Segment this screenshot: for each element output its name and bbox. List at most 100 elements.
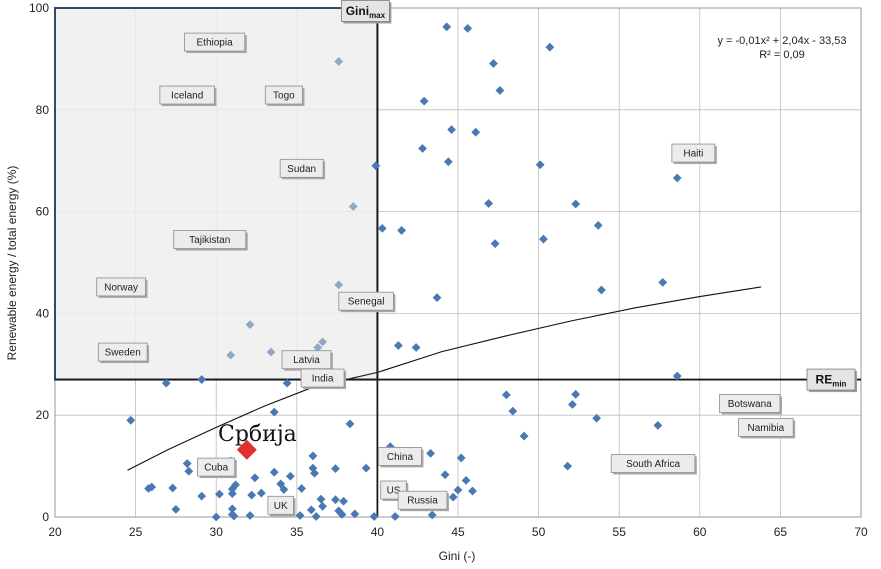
data-point	[427, 510, 437, 520]
data-point	[182, 459, 192, 468]
country-label: Senegal	[338, 291, 396, 313]
country-label-text: Togo	[273, 91, 295, 102]
data-point	[226, 350, 236, 360]
country-label-box	[96, 277, 146, 297]
country-annotations: Ethiopia Iceland Togo Sudan Tajikistan Norway…	[96, 32, 796, 517]
x-tick-label: 70	[854, 525, 868, 539]
data-point	[256, 488, 266, 498]
data-point	[471, 127, 481, 137]
data-point	[126, 415, 136, 425]
data-point	[463, 23, 473, 33]
country-label-text: South Africa	[626, 459, 680, 470]
data-point	[269, 407, 279, 417]
data-point	[310, 468, 319, 478]
data-point	[147, 482, 157, 492]
country-label: China	[378, 447, 424, 468]
x-tick-label: 45	[451, 525, 465, 539]
data-point	[215, 489, 224, 499]
country-label-box	[97, 342, 148, 362]
country-label: Cuba	[197, 457, 237, 479]
data-point	[331, 464, 340, 474]
data-point	[295, 511, 305, 520]
x-tick-label: 30	[210, 525, 224, 539]
country-label-text: Senegal	[348, 297, 385, 308]
grid	[54, 7, 862, 518]
data-point	[339, 496, 348, 506]
regression-equation: y = -0,01x² + 2,04x - 33,53	[717, 35, 846, 47]
data-point	[447, 125, 456, 135]
x-tick-label: 25	[129, 525, 143, 539]
country-label-box	[300, 368, 345, 388]
data-point	[568, 400, 577, 409]
y-tick-label: 0	[42, 510, 49, 524]
x-tick-label: 55	[613, 525, 627, 539]
data-point	[369, 512, 379, 521]
data-point	[571, 199, 581, 209]
data-point	[440, 470, 450, 480]
x-tick-label: 35	[290, 525, 304, 539]
data-point	[227, 504, 237, 514]
data-point	[350, 509, 360, 519]
country-label-text: Sweden	[105, 348, 141, 359]
data-point	[211, 512, 221, 522]
country-label-box	[397, 490, 448, 510]
y-tick-label: 60	[36, 205, 50, 219]
y-axis-label: Renewable energy / total energy (%)	[5, 166, 19, 361]
shaded-region	[54, 7, 379, 381]
data-point	[443, 157, 453, 167]
data-point	[432, 293, 442, 303]
data-point	[468, 486, 477, 496]
serbia-point	[236, 439, 257, 460]
data-point	[672, 371, 682, 381]
trend-curve	[127, 286, 762, 471]
country-label-text: Sudan	[287, 164, 316, 175]
country-label-text: Norway	[104, 282, 138, 293]
re-min-label-text: REmin	[816, 373, 847, 389]
country-label-box	[183, 32, 246, 52]
data-point	[563, 461, 573, 471]
data-point	[456, 453, 466, 463]
data-point	[318, 337, 327, 347]
shaded-quadrant	[54, 7, 379, 381]
data-point	[348, 202, 358, 211]
country-label-text: Tajikistan	[189, 235, 230, 246]
data-point	[377, 223, 387, 233]
data-point	[592, 413, 602, 423]
r-squared: R² = 0,09	[759, 49, 805, 61]
country-label: Namibia	[738, 418, 796, 439]
country-label-text: Iceland	[171, 91, 203, 102]
data-point	[184, 466, 194, 476]
country-label: Sudan	[279, 158, 326, 180]
country-label-text: Ethiopia	[197, 38, 234, 49]
trend-line	[127, 286, 762, 471]
country-label: India	[300, 368, 347, 390]
data-point	[539, 234, 548, 244]
data-point	[297, 484, 307, 493]
country-label-box	[671, 143, 716, 163]
x-tick-label: 40	[371, 525, 385, 539]
gini-max-label: Ginimax	[340, 0, 392, 24]
country-label-box	[378, 447, 422, 466]
data-point	[316, 494, 326, 504]
data-point	[334, 57, 344, 66]
country-label-text: Russia	[407, 496, 438, 507]
data-point	[345, 419, 355, 429]
data-point	[334, 280, 344, 290]
data-point	[397, 226, 406, 235]
country-label-text: India	[312, 374, 334, 385]
y-tick-label: 100	[29, 1, 49, 15]
data-point	[653, 420, 663, 430]
country-label: UK	[267, 495, 296, 517]
y-tick-label: 40	[36, 306, 50, 320]
country-label: Sweden	[97, 342, 150, 364]
y-tick-label: 20	[36, 408, 50, 422]
data-point	[361, 463, 371, 473]
data-point	[501, 390, 511, 400]
data-point	[161, 378, 171, 388]
country-label: Haiti	[671, 143, 717, 165]
data-point	[672, 173, 682, 183]
data-point	[484, 199, 494, 208]
country-label-text: Latvia	[293, 355, 320, 366]
country-label-box	[197, 457, 236, 477]
